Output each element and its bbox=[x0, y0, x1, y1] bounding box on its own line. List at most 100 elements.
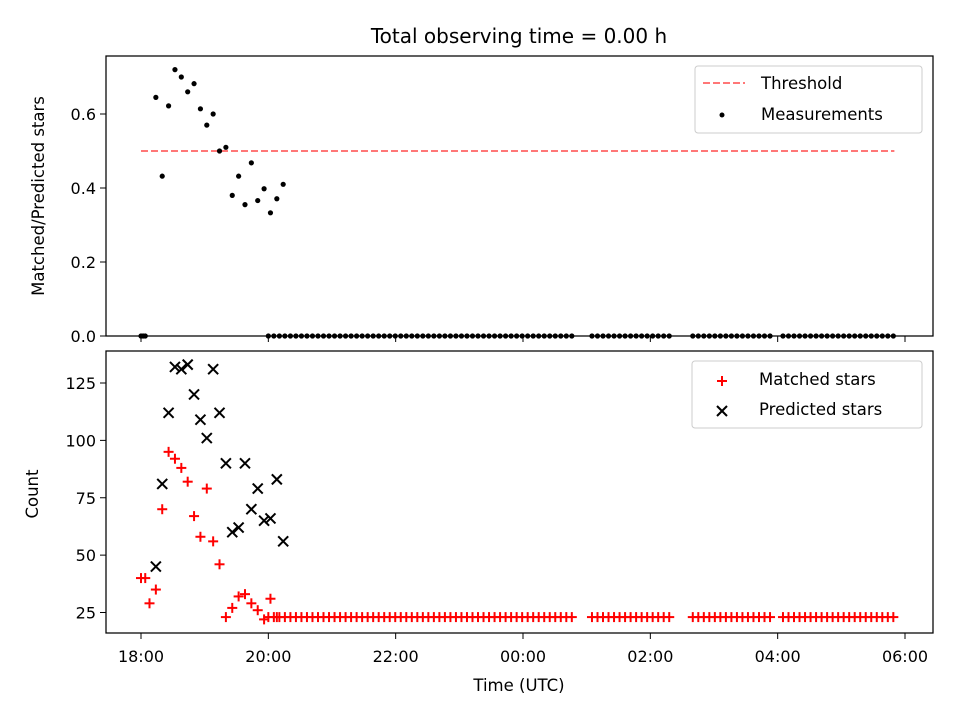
bottom-x-tick-label: 20:00 bbox=[245, 647, 291, 666]
predicted-point bbox=[232, 521, 245, 534]
bottom-x-ticks: 18:00 20:00 22:00 00:00 02:00 04:00 06:00 bbox=[118, 633, 928, 666]
measurement-point bbox=[255, 197, 261, 204]
matched-point bbox=[239, 589, 250, 600]
bottom-x-tick-label: 04:00 bbox=[755, 647, 801, 666]
predicted-point bbox=[213, 407, 226, 419]
measurement-point bbox=[197, 106, 204, 112]
legend-threshold-label: Threshold bbox=[760, 74, 842, 93]
predicted-point bbox=[264, 512, 277, 525]
bottom-y-tick-label: 100 bbox=[65, 431, 96, 450]
measurement-point bbox=[236, 173, 242, 179]
measurement-point bbox=[248, 160, 254, 166]
matched-point bbox=[220, 612, 231, 623]
bottom-x-axis-label: Time (UTC) bbox=[472, 676, 564, 695]
matched-point bbox=[265, 593, 276, 604]
legend-matched-label: Matched stars bbox=[759, 370, 876, 389]
matched-point bbox=[246, 598, 257, 609]
bottom-plot: 25 50 75 100 125 18:00 20:00 22:00 00:00 02:00 04… bbox=[23, 350, 934, 695]
legend-measurements-label: Measurements bbox=[761, 105, 883, 124]
predicted-point bbox=[277, 535, 289, 548]
top-y-ticks: 0.0 0.2 0.4 0.6 bbox=[71, 105, 106, 346]
bottom-x-tick-label: 00:00 bbox=[500, 647, 546, 666]
top-plot: 0.0 0.2 0.4 0.6 Matched/Predicted stars Thr… bbox=[29, 55, 934, 346]
measurement-point bbox=[223, 144, 229, 150]
bottom-y-tick-label: 25 bbox=[76, 604, 96, 623]
bottom-y-tick-label: 75 bbox=[76, 489, 96, 508]
bottom-x-tick-label: 06:00 bbox=[882, 647, 928, 666]
predicted-point bbox=[252, 482, 264, 495]
measurement-point bbox=[216, 148, 223, 154]
predicted-point bbox=[181, 358, 194, 371]
predicted-point bbox=[175, 363, 188, 375]
matched-point bbox=[214, 559, 225, 570]
legend-measurements-swatch bbox=[719, 112, 725, 118]
matched-point bbox=[150, 584, 161, 595]
measurement-point bbox=[204, 122, 210, 128]
top-legend-box bbox=[694, 65, 923, 134]
matched-point bbox=[233, 591, 244, 602]
top-legend: Threshold Measurements bbox=[694, 65, 923, 134]
matched-point bbox=[227, 602, 238, 613]
measurement-point bbox=[267, 210, 274, 216]
predicted-point bbox=[220, 457, 232, 470]
predicted-point bbox=[239, 457, 251, 470]
top-x-ticks bbox=[140, 336, 906, 342]
matched-point bbox=[157, 504, 168, 515]
top-y-tick-label: 0.4 bbox=[71, 179, 96, 198]
predicted-point bbox=[207, 363, 219, 375]
bottom-x-tick-label: 22:00 bbox=[373, 647, 419, 666]
top-y-tick-label: 0.2 bbox=[71, 253, 96, 272]
predicted-point bbox=[150, 560, 162, 573]
bottom-y-ticks: 25 50 75 100 125 bbox=[65, 374, 106, 623]
bottom-y-axis-label: Count bbox=[23, 469, 42, 519]
predicted-point bbox=[245, 503, 258, 515]
matched-point bbox=[176, 462, 187, 473]
legend-predicted-swatch bbox=[716, 405, 728, 417]
measurement-point bbox=[185, 89, 191, 95]
measurement-point bbox=[229, 192, 235, 198]
bottom-marks bbox=[136, 358, 899, 625]
measurement-point bbox=[172, 67, 178, 73]
matched-point bbox=[201, 483, 212, 494]
matched-point bbox=[169, 453, 180, 464]
predicted-point bbox=[271, 473, 283, 486]
matched-point bbox=[144, 598, 155, 609]
top-y-axis-label: Matched/Predicted stars bbox=[29, 96, 48, 296]
matched-point bbox=[888, 612, 899, 623]
matched-point bbox=[140, 573, 151, 584]
matched-point bbox=[566, 612, 577, 623]
predicted-point bbox=[188, 388, 200, 401]
bottom-y-tick-label: 50 bbox=[76, 546, 96, 565]
measurement-point bbox=[178, 74, 184, 80]
measurement-point bbox=[191, 81, 197, 87]
matched-point bbox=[252, 605, 263, 616]
measurement-point bbox=[159, 173, 165, 179]
top-chart-title: Total observing time = 0.00 h bbox=[370, 24, 667, 48]
matched-point bbox=[163, 446, 174, 457]
measurement-point bbox=[242, 202, 248, 208]
predicted-point bbox=[258, 514, 270, 527]
bottom-x-tick-label: 02:00 bbox=[627, 647, 673, 666]
predicted-point bbox=[194, 414, 207, 426]
predicted-point bbox=[156, 478, 168, 490]
top-plot-frame bbox=[105, 55, 934, 337]
measurement-point bbox=[261, 186, 267, 192]
measurement-point bbox=[210, 111, 216, 117]
matched-point bbox=[765, 612, 776, 623]
top-y-tick-label: 0.6 bbox=[71, 105, 96, 124]
matched-point bbox=[189, 511, 200, 522]
predicted-point bbox=[169, 361, 181, 373]
matched-point bbox=[208, 536, 219, 547]
bottom-x-tick-label: 18:00 bbox=[118, 647, 164, 666]
bottom-legend: Matched stars Predicted stars bbox=[691, 360, 923, 429]
predicted-point bbox=[201, 432, 213, 444]
legend-predicted-label: Predicted stars bbox=[759, 400, 882, 419]
measurement-point bbox=[165, 103, 172, 109]
matched-point bbox=[664, 612, 675, 623]
matched-point bbox=[195, 531, 206, 542]
bottom-plot-frame bbox=[105, 350, 934, 634]
measurement-point bbox=[153, 94, 159, 100]
bottom-y-tick-label: 125 bbox=[65, 374, 96, 393]
bottom-legend-box bbox=[691, 360, 923, 429]
